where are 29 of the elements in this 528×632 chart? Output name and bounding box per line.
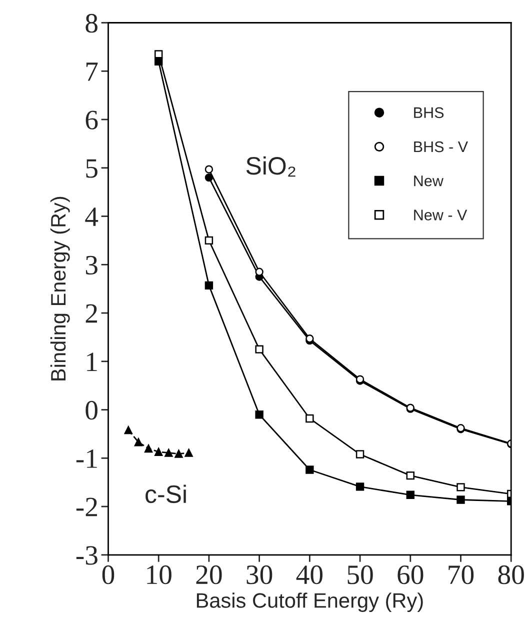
y-tick-label: -2 xyxy=(76,498,97,516)
x-tick-label: 30 xyxy=(246,565,272,584)
y-tick-label: 4 xyxy=(85,208,98,226)
x-tick-label: 70 xyxy=(448,565,474,584)
annotation: SiO₂ xyxy=(246,156,296,177)
y-tick-label: 3 xyxy=(86,256,98,275)
x-tick-label: 60 xyxy=(398,565,424,584)
y-tick-label: 0 xyxy=(86,400,98,420)
x-tick-label: 20 xyxy=(196,565,222,584)
y-tick-label: -3 xyxy=(76,546,98,565)
y-tick-label: 6 xyxy=(86,110,98,130)
y-tick-label: 5 xyxy=(86,159,98,178)
x-tick-label: 80 xyxy=(498,565,524,584)
y-tick-label: 7 xyxy=(86,62,98,81)
y-tick-label: 1 xyxy=(87,352,97,372)
y-tick-label: 2 xyxy=(86,304,97,323)
annotation: c-Si xyxy=(146,484,186,504)
legend-label: BHS xyxy=(414,107,444,118)
x-tick-label: 40 xyxy=(296,565,322,584)
y-axis-title: Binding Energy (Ry) xyxy=(50,196,70,380)
x-tick-label: 50 xyxy=(348,565,373,584)
legend-label: New - V xyxy=(414,210,468,220)
x-axis-title: Basis Cutoff Energy (Ry) xyxy=(196,592,423,612)
legend-label: BHS - V xyxy=(414,141,468,152)
x-tick-label: 10 xyxy=(147,565,172,584)
y-tick-label: -1 xyxy=(76,449,97,468)
y-tick-label: 8 xyxy=(86,14,98,33)
legend-label: New xyxy=(414,176,444,186)
x-tick-label: 0 xyxy=(102,565,114,584)
